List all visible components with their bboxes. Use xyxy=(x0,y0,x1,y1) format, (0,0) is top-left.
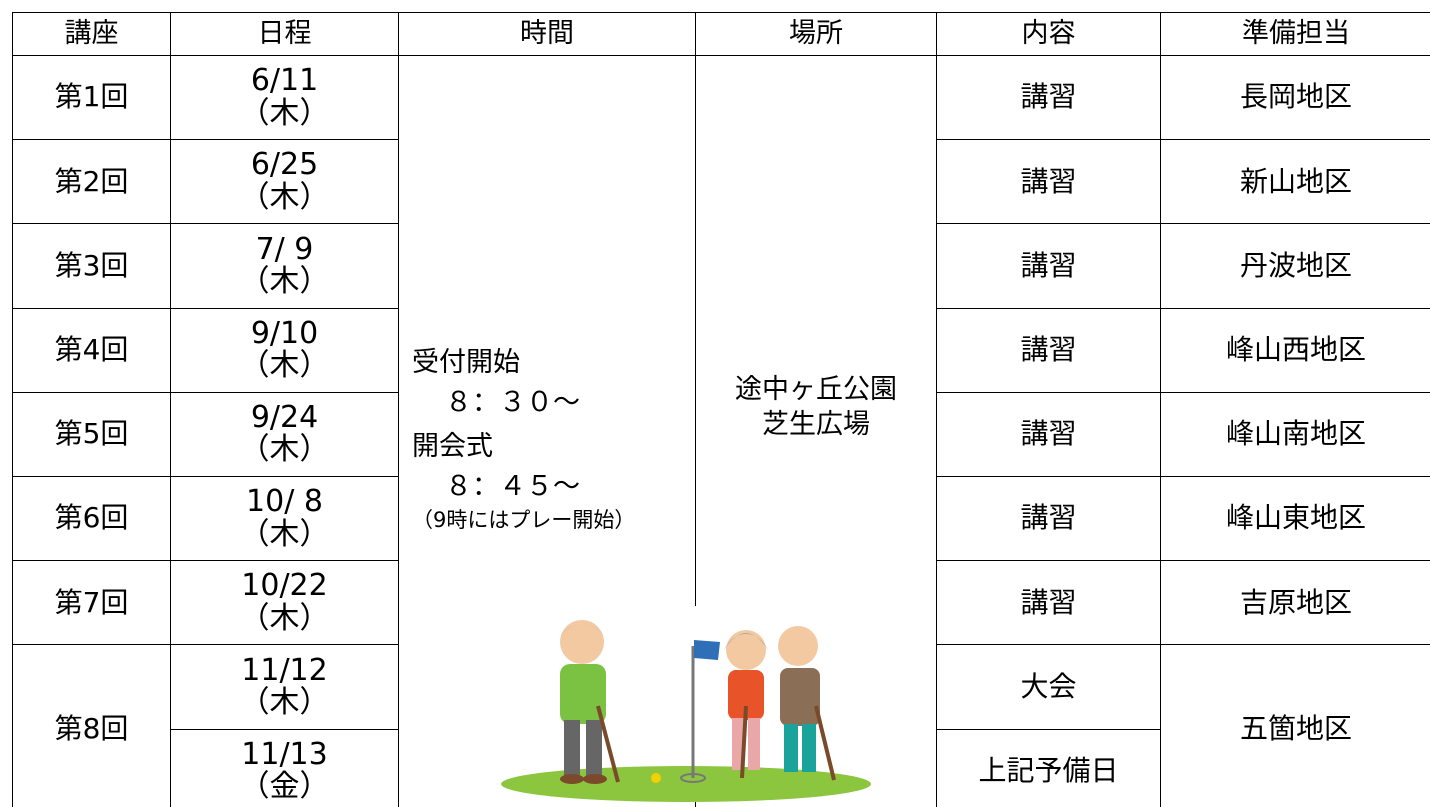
place-cell: 途中ヶ丘公園 芝生広場 xyxy=(695,55,937,807)
date-cell-text: 9/10 xyxy=(250,315,319,351)
header-cell-text: 時間 xyxy=(520,18,574,50)
header-cell-text: 場所 xyxy=(789,18,843,50)
prep-cell-text: 長岡地区 xyxy=(1239,80,1352,114)
date-cell-text: （木） xyxy=(239,600,330,636)
content-cell-text: 講習 xyxy=(1020,80,1077,114)
content-cell-text: 講習 xyxy=(1020,585,1077,619)
header-cell-text: 準備担当 xyxy=(1242,18,1350,50)
prep-cell-text: 新山地区 xyxy=(1239,164,1352,198)
date-cell-text: （木） xyxy=(239,179,330,215)
lecture-cell: 第7回 xyxy=(12,560,171,646)
time-line: 受付開始 xyxy=(412,347,520,378)
content-cell: 講習 xyxy=(936,223,1161,309)
lecture-cell: 第6回 xyxy=(12,476,171,562)
date-cell-text: （木） xyxy=(239,263,330,299)
lecture-cell-text: 第7回 xyxy=(54,585,129,619)
content-cell: 講習 xyxy=(936,307,1161,393)
prep-cell: 峰山西地区 xyxy=(1160,307,1430,393)
content-cell-text: 講習 xyxy=(1020,164,1077,198)
content-cell: 講習 xyxy=(936,476,1161,562)
prep-cell-text: 丹波地区 xyxy=(1239,248,1352,282)
header-cell: 日程 xyxy=(170,12,399,56)
date-cell-text: 10/ 8 xyxy=(246,484,323,520)
date-cell-text: 11/13 xyxy=(241,736,328,772)
date-cell: 9/24 （木） xyxy=(170,391,399,477)
content-cell-text: 大会 xyxy=(1020,669,1077,703)
date-cell: 11/12 （木） xyxy=(170,644,399,730)
content-cell-text: 講習 xyxy=(1020,333,1077,367)
date-cell-text: 10/22 xyxy=(241,568,328,604)
date-cell: 7/ 9 （木） xyxy=(170,223,399,309)
prep-cell-text: 五箇地区 xyxy=(1239,711,1352,745)
prep-cell-text: 峰山東地区 xyxy=(1225,501,1366,535)
content-cell: 上記予備日 xyxy=(936,728,1161,807)
date-cell-text: （木） xyxy=(239,348,330,384)
date-cell: 9/10 （木） xyxy=(170,307,399,393)
lecture-cell-text: 第8回 xyxy=(54,711,129,745)
prep-cell: 五箇地区 xyxy=(1160,644,1430,807)
date-cell-text: （木） xyxy=(239,95,330,131)
date-cell: 11/13 （金） xyxy=(170,728,399,807)
content-cell: 講習 xyxy=(936,560,1161,646)
prep-cell: 長岡地区 xyxy=(1160,55,1430,141)
time-line: ８：３０～ xyxy=(445,387,580,418)
date-cell-text: （金） xyxy=(239,769,330,805)
header-cell-text: 講座 xyxy=(64,18,119,50)
lecture-cell: 第2回 xyxy=(12,139,171,225)
date-cell-text: 6/11 xyxy=(250,63,319,99)
prep-cell: 吉原地区 xyxy=(1160,560,1430,646)
content-cell-text: 講習 xyxy=(1020,501,1077,535)
content-cell-text: 講習 xyxy=(1020,248,1077,282)
header-cell-text: 日程 xyxy=(257,18,312,50)
lecture-cell-text: 第4回 xyxy=(54,333,129,367)
lecture-cell: 第8回 xyxy=(12,644,171,807)
date-cell: 6/11 （木） xyxy=(170,55,399,141)
prep-cell: 峰山東地区 xyxy=(1160,476,1430,562)
date-cell-text: （木） xyxy=(239,684,330,720)
prep-cell: 新山地区 xyxy=(1160,139,1430,225)
content-cell: 講習 xyxy=(936,55,1161,141)
header-cell: 準備担当 xyxy=(1160,12,1430,56)
header-cell: 時間 xyxy=(398,12,696,56)
lecture-cell-text: 第1回 xyxy=(54,80,129,114)
prep-cell-text: 峰山西地区 xyxy=(1225,333,1366,367)
lecture-cell-text: 第2回 xyxy=(54,164,129,198)
lecture-cell: 第3回 xyxy=(12,223,171,309)
header-cell-text: 内容 xyxy=(1021,18,1076,50)
lecture-cell-text: 第6回 xyxy=(54,501,129,535)
date-cell-text: （木） xyxy=(239,432,330,468)
content-cell-text: 講習 xyxy=(1020,417,1077,451)
date-cell-text: 11/12 xyxy=(241,652,328,688)
date-cell: 10/ 8 （木） xyxy=(170,476,399,562)
lecture-cell: 第4回 xyxy=(12,307,171,393)
header-cell: 内容 xyxy=(936,12,1161,56)
content-cell: 講習 xyxy=(936,391,1161,477)
time-line: 開会式 xyxy=(412,431,493,462)
place-cell-text: 芝生広場 xyxy=(762,409,870,441)
lecture-cell-text: 第3回 xyxy=(54,248,129,282)
content-cell-text: 上記予備日 xyxy=(978,754,1119,788)
lecture-cell: 第1回 xyxy=(12,55,171,141)
place-cell-text: 途中ヶ丘公園 xyxy=(735,374,897,406)
time-line: ８：４５～ xyxy=(445,471,580,502)
date-cell: 6/25 （木） xyxy=(170,139,399,225)
lecture-cell: 第5回 xyxy=(12,391,171,477)
golf-illustration xyxy=(498,606,878,802)
content-cell: 講習 xyxy=(936,139,1161,225)
header-cell: 講座 xyxy=(12,12,171,56)
prep-cell-text: 吉原地区 xyxy=(1239,585,1352,619)
time-line: （9時にはプレー開始） xyxy=(412,508,636,532)
prep-cell: 峰山南地区 xyxy=(1160,391,1430,477)
date-cell-text: （木） xyxy=(239,516,330,552)
date-cell: 10/22 （木） xyxy=(170,560,399,646)
date-cell-text: 9/24 xyxy=(250,400,319,435)
date-cell-text: 6/25 xyxy=(250,147,319,183)
content-cell: 大会 xyxy=(936,644,1161,730)
prep-cell: 丹波地区 xyxy=(1160,223,1430,309)
date-cell-text: 7/ 9 xyxy=(255,231,314,267)
prep-cell-text: 峰山南地区 xyxy=(1225,417,1366,451)
lecture-cell-text: 第5回 xyxy=(54,417,129,451)
header-cell: 場所 xyxy=(695,12,937,56)
